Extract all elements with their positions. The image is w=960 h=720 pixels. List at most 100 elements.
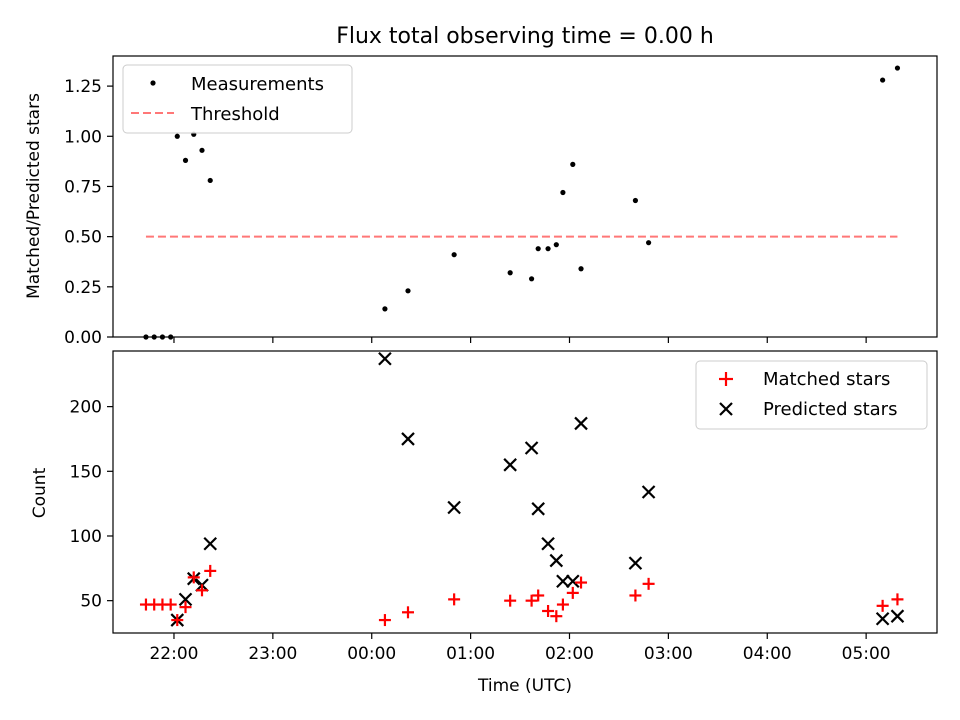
top-legend: Measurements Threshold bbox=[122, 64, 353, 134]
predicted-point bbox=[566, 574, 580, 589]
top-y-tick-label: 1.25 bbox=[64, 77, 102, 97]
measurement-point bbox=[894, 65, 901, 71]
bottom-y-tick-label: 150 bbox=[70, 462, 102, 482]
matched-point bbox=[642, 577, 655, 590]
bottom-plot-frame bbox=[112, 350, 938, 634]
x-axis-label: Time (UTC) bbox=[477, 676, 572, 696]
top-legend-box bbox=[122, 64, 353, 134]
predicted-point bbox=[401, 432, 415, 446]
matched-point bbox=[629, 589, 642, 602]
measurement-point bbox=[578, 266, 584, 272]
matched-point bbox=[542, 605, 555, 618]
bottom-legend-box bbox=[695, 360, 928, 430]
top-plot-frame bbox=[112, 55, 938, 338]
matched-point bbox=[525, 594, 538, 607]
x-tick-label: 01:00 bbox=[446, 644, 495, 664]
x-tick-label: 03:00 bbox=[644, 644, 693, 664]
matched-point bbox=[556, 598, 569, 611]
legend-matched-marker bbox=[719, 372, 733, 386]
predicted-point bbox=[628, 556, 643, 570]
predicted-point bbox=[641, 485, 656, 499]
matched-point bbox=[891, 593, 904, 606]
measurement-point bbox=[880, 77, 886, 83]
measurement-point bbox=[632, 197, 639, 204]
measurement-point bbox=[545, 246, 551, 252]
top-y-axis-label: Matched/Predicted stars bbox=[24, 93, 44, 299]
x-tick-label: 23:00 bbox=[248, 644, 297, 664]
bottom-y-tick-label: 100 bbox=[70, 527, 102, 547]
matched-point bbox=[550, 610, 563, 623]
predicted-point bbox=[531, 502, 545, 516]
bottom-y-axis-label: Count bbox=[30, 467, 50, 518]
x-tick-label: 04:00 bbox=[743, 644, 792, 664]
legend-measurements-marker bbox=[150, 80, 156, 86]
measurement-points bbox=[143, 65, 901, 340]
top-panel: 0.00 0.25 0.50 0.75 1.00 1.25 Matched/Predict… bbox=[24, 55, 938, 348]
legend-predicted-label: Predicted stars bbox=[763, 399, 897, 420]
bottom-legend: Matched stars Predicted stars bbox=[695, 360, 928, 430]
measurement-point bbox=[646, 240, 652, 246]
predicted-point bbox=[524, 441, 539, 455]
x-tick-label: 02:00 bbox=[545, 644, 594, 664]
top-y-tick-label: 0.50 bbox=[64, 228, 102, 248]
measurement-point bbox=[528, 276, 535, 282]
legend-measurements-label: Measurements bbox=[191, 74, 324, 95]
measurement-point bbox=[174, 133, 180, 139]
measurement-point bbox=[382, 306, 388, 312]
top-y-tick-label: 0.00 bbox=[64, 328, 102, 348]
top-x-ticks bbox=[173, 337, 867, 343]
measurement-point bbox=[535, 246, 541, 252]
bottom-y-tick-label: 50 bbox=[80, 592, 102, 612]
top-y-tick-label: 0.75 bbox=[64, 177, 102, 197]
matched-point bbox=[532, 589, 545, 602]
matched-point bbox=[448, 593, 461, 606]
bottom-y-tick-label: 200 bbox=[70, 398, 102, 418]
bottom-y-ticks: 50 100 150 200 bbox=[70, 398, 113, 612]
matched-point bbox=[204, 564, 217, 577]
measurement-point bbox=[507, 270, 513, 276]
legend-matched-label: Matched stars bbox=[763, 369, 890, 390]
chart-title: Flux total observing time = 0.00 h bbox=[336, 24, 714, 49]
bottom-x-ticks: 22:00 23:00 00:00 01:00 02:00 03:00 04:00 05:00 bbox=[149, 633, 891, 664]
top-y-tick-label: 1.00 bbox=[64, 127, 102, 147]
predicted-point bbox=[574, 416, 588, 431]
predicted-point bbox=[447, 500, 461, 515]
top-y-tick-label: 0.25 bbox=[64, 278, 102, 298]
x-tick-label: 05:00 bbox=[842, 644, 891, 664]
predicted-points bbox=[170, 351, 905, 627]
matched-point bbox=[876, 599, 889, 612]
matched-point bbox=[187, 571, 200, 584]
predicted-point bbox=[549, 553, 564, 568]
measurement-point bbox=[199, 147, 205, 153]
predicted-point bbox=[890, 609, 905, 623]
measurement-point bbox=[553, 242, 559, 248]
matched-point bbox=[378, 614, 391, 627]
legend-predicted-marker bbox=[719, 402, 733, 416]
measurement-point bbox=[182, 157, 189, 163]
predicted-point bbox=[203, 536, 218, 551]
predicted-point bbox=[875, 611, 890, 626]
matched-point bbox=[504, 594, 517, 607]
x-tick-label: 22:00 bbox=[149, 644, 198, 664]
measurement-point bbox=[560, 189, 566, 196]
predicted-point bbox=[556, 574, 570, 589]
predicted-point bbox=[503, 458, 517, 472]
predicted-point bbox=[378, 351, 392, 366]
matched-point bbox=[171, 614, 184, 627]
matched-point bbox=[566, 586, 579, 599]
legend-threshold-label: Threshold bbox=[190, 104, 280, 125]
top-y-ticks: 0.00 0.25 0.50 0.75 1.00 1.25 bbox=[64, 77, 113, 348]
measurement-point bbox=[405, 288, 411, 294]
measurement-point bbox=[570, 161, 576, 167]
bottom-panel: 50 100 150 200 22:00 23:00 00:00 01:00 02:00 03:… bbox=[30, 350, 938, 696]
matched-point bbox=[575, 576, 588, 589]
matched-point bbox=[179, 601, 192, 614]
measurement-point bbox=[207, 177, 213, 184]
matched-points bbox=[139, 564, 904, 627]
x-tick-label: 00:00 bbox=[347, 644, 396, 664]
predicted-point bbox=[178, 592, 193, 607]
matched-point bbox=[164, 598, 177, 611]
measurement-point bbox=[451, 252, 457, 258]
matched-point bbox=[195, 584, 208, 597]
